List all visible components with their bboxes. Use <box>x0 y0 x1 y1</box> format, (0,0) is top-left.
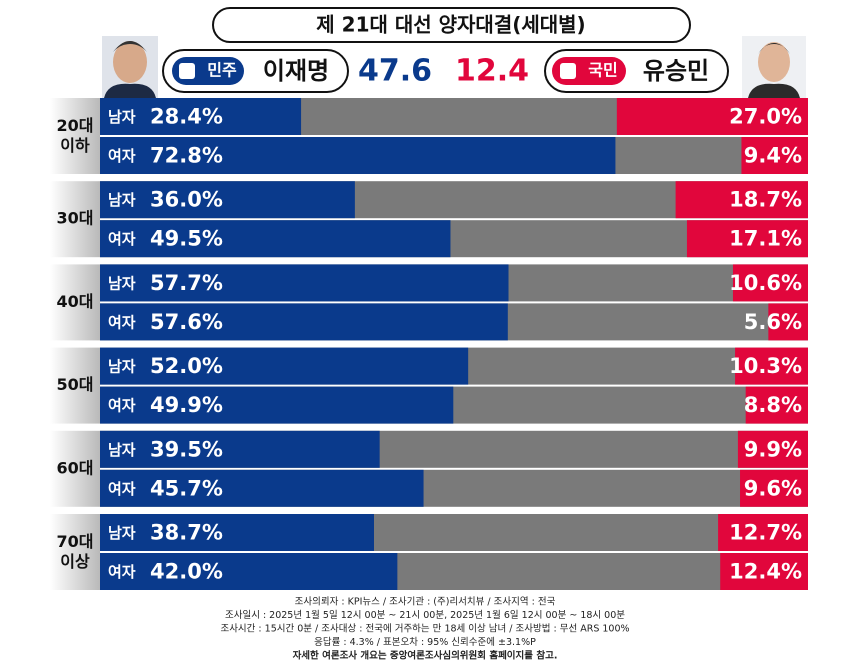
value-label: 5.6% <box>744 310 802 334</box>
category-label: 여자 <box>108 480 136 498</box>
bar <box>100 430 380 468</box>
category-label: 남자 <box>108 274 136 292</box>
category-label: 남자 <box>108 524 136 542</box>
group-label: 20대 이하 <box>57 116 94 155</box>
bar <box>718 514 808 551</box>
value-label: 45.7% <box>150 476 223 500</box>
footnote: 자세한 여론조사 개요는 중앙여론조사심의위원회 홈페이지를 참고. <box>293 650 558 662</box>
bar <box>616 98 808 135</box>
value-label: 52.0% <box>150 354 223 378</box>
category-label: 여자 <box>108 147 136 165</box>
value-label: 17.1% <box>729 227 802 251</box>
bar <box>100 137 616 174</box>
category-label: 여자 <box>108 230 136 248</box>
party-name: 민주 <box>207 61 237 80</box>
bar <box>720 553 808 590</box>
bar <box>100 264 509 302</box>
bar <box>100 181 355 219</box>
bar <box>100 469 424 507</box>
value-label: 9.9% <box>744 437 802 461</box>
bar <box>768 303 808 341</box>
title-pill <box>212 7 691 43</box>
bar <box>737 430 808 468</box>
value-label: 39.5% <box>150 437 223 461</box>
value-label: 28.4% <box>150 105 223 129</box>
bar <box>100 553 398 590</box>
value-label: 57.7% <box>150 271 223 295</box>
group-label-bg <box>50 181 100 258</box>
value-label: 9.6% <box>744 476 802 500</box>
group-label-bg <box>50 98 100 174</box>
group-label-bg <box>50 514 100 590</box>
candidate-name: 이재명 <box>263 57 329 85</box>
candidate-name: 유승민 <box>643 57 709 85</box>
footnote: 조사의뢰자 : KPI뉴스 / 조사기관 : (주)리서치뷰 / 조사지역 : … <box>295 596 556 608</box>
category-label: 여자 <box>108 313 136 331</box>
value-label: 12.4% <box>729 560 802 584</box>
value-label: 12.7% <box>729 521 802 545</box>
group-label-bg <box>50 430 100 507</box>
total: 12.4 <box>455 54 529 89</box>
total: 47.6 <box>358 54 432 89</box>
value-label: 49.9% <box>150 393 223 417</box>
value-label: 72.8% <box>150 144 223 168</box>
party-icon <box>560 63 576 79</box>
category-label: 여자 <box>108 563 136 581</box>
category-label: 여자 <box>108 397 136 415</box>
notes: 조사의뢰자 : KPI뉴스 / 조사기관 : (주)리서치뷰 / 조사지역 : … <box>220 596 629 662</box>
bar <box>741 137 808 174</box>
bar <box>735 347 808 385</box>
category-label: 남자 <box>108 191 136 209</box>
bar <box>732 264 808 302</box>
bar <box>740 469 808 507</box>
value-label: 36.0% <box>150 188 223 212</box>
bar <box>686 220 808 258</box>
value-label: 10.6% <box>729 271 802 295</box>
party-name: 국민 <box>588 61 617 80</box>
footnote: 조사시간 : 15시간 0분 / 조사대상 : 전국에 거주하는 만 18세 이… <box>220 623 629 635</box>
bar <box>100 386 454 424</box>
value-label: 57.6% <box>150 310 223 334</box>
category-label: 남자 <box>108 441 136 459</box>
party-icon <box>179 63 195 79</box>
footnote: 응답률 : 4.3% / 표본오차 : 95% 신뢰수준에 ±3.1%P <box>314 636 536 648</box>
bar <box>100 514 374 551</box>
group-label-bg <box>50 264 100 341</box>
value-label: 38.7% <box>150 521 223 545</box>
value-label: 9.4% <box>744 144 802 168</box>
group-label: 70대 이상 <box>57 532 94 571</box>
value-label: 10.3% <box>729 354 802 378</box>
group-label-bg <box>50 347 100 424</box>
photo-left <box>102 36 158 98</box>
value-label: 18.7% <box>729 188 802 212</box>
value-label: 27.0% <box>729 105 802 129</box>
bar <box>675 181 808 219</box>
group-label: 40대 <box>57 292 94 311</box>
bar <box>100 303 508 341</box>
legend: 민주 이재명 47.6 12.4 국민 유승민 <box>162 49 729 93</box>
value-label: 8.8% <box>744 393 802 417</box>
footnote: 조사일시 : 2025년 1월 5일 12시 00분 ~ 21시 00분, 20… <box>225 609 625 621</box>
bar <box>745 386 808 424</box>
bar <box>100 98 302 135</box>
bar <box>100 220 451 258</box>
bar <box>100 347 469 385</box>
category-label: 남자 <box>108 108 136 126</box>
photo-right <box>742 36 806 98</box>
group-label: 50대 <box>57 375 94 394</box>
value-label: 42.0% <box>150 560 223 584</box>
category-label: 남자 <box>108 358 136 376</box>
group-label: 60대 <box>57 458 94 477</box>
chart-title: 제 21대 대선 양자대결(세대별) <box>316 13 585 37</box>
value-label: 49.5% <box>150 227 223 251</box>
group-label: 30대 <box>57 209 94 228</box>
